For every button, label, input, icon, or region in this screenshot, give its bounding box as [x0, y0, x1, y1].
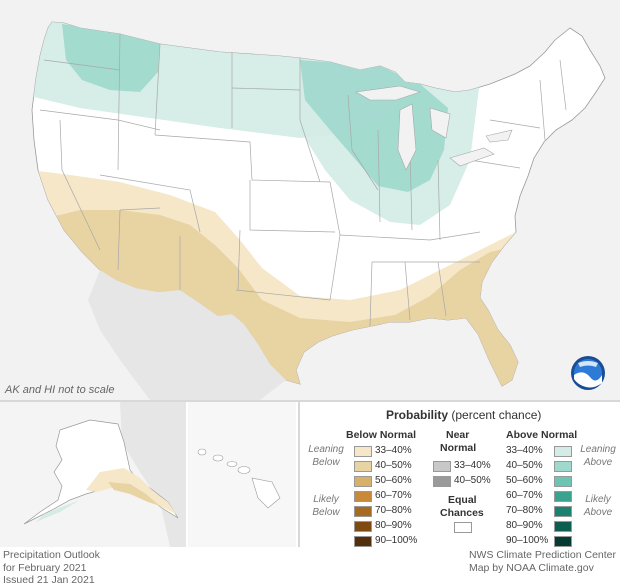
above-label-0: 33–40% — [506, 445, 543, 456]
above-label-1: 40–50% — [506, 460, 543, 471]
legend-title: Probability (percent chance) — [386, 408, 541, 422]
likely-below-1: Likely — [313, 494, 339, 505]
conus-map-svg — [31, 21, 606, 400]
map-divider — [0, 400, 620, 402]
below-label-2: 50–60% — [375, 475, 412, 486]
above-swatch-1 — [554, 461, 572, 472]
footer-title: Precipitation Outlook — [3, 549, 100, 561]
above-label-6: 90–100% — [506, 535, 549, 546]
hawaii-islands — [197, 448, 281, 509]
noaa-logo — [571, 356, 605, 390]
below-label-0: 33–40% — [375, 445, 412, 456]
equal-chances-swatch — [454, 522, 472, 533]
below-swatch-0 — [354, 446, 372, 457]
above-swatch-4 — [554, 506, 572, 517]
footer-issued: Issued 21 Jan 2021 — [3, 574, 95, 586]
below-normal-header: Below Normal — [346, 429, 417, 441]
legend-title-bold: Probability — [386, 408, 449, 422]
above-swatch-3 — [554, 491, 572, 502]
below-label-6: 90–100% — [375, 535, 418, 546]
leaning-below-2: Below — [312, 457, 340, 468]
below-swatch-2 — [354, 476, 372, 487]
hawaii-svg — [197, 448, 281, 509]
hawaii-inset — [188, 402, 296, 547]
footer-period: for February 2021 — [3, 561, 87, 574]
likely-above-1: Likely — [585, 494, 611, 505]
below-label-3: 60–70% — [375, 490, 412, 501]
near-swatch-1 — [433, 476, 451, 487]
footer-source: NWS Climate Prediction Center — [468, 549, 616, 561]
above-label-2: 50–60% — [506, 475, 543, 486]
likely-above-2: Above — [583, 507, 613, 518]
alaska-inset — [0, 402, 186, 547]
scale-note: AK and HI not to scale — [5, 384, 115, 396]
footer-credit: Map by NOAA Climate.gov — [468, 561, 594, 574]
mexico-land — [88, 270, 286, 400]
leaning-above-1: Leaning — [580, 444, 616, 455]
great-lakes — [355, 85, 513, 171]
near-label-1: 40–50% — [454, 475, 491, 486]
above-label-5: 80–90% — [506, 520, 543, 531]
above-swatch-0 — [554, 446, 572, 457]
below-swatch-5 — [354, 521, 372, 532]
near-label-0: 33–40% — [454, 460, 491, 471]
below-label-5: 80–90% — [375, 520, 412, 531]
conus-map — [0, 0, 620, 400]
likely-below-2: Below — [312, 507, 340, 518]
legend-title-rest: (percent chance) — [448, 408, 542, 422]
below-swatch-4 — [354, 506, 372, 517]
alaska-svg — [23, 402, 186, 547]
equal-chances-2: Chances — [440, 507, 484, 519]
leaning-above-2: Above — [583, 457, 613, 468]
below-label-1: 40–50% — [375, 460, 412, 471]
footer-left: Precipitation Outlook for February 2021 … — [3, 549, 100, 587]
above-swatch-6 — [554, 536, 572, 547]
above-swatch-5 — [554, 521, 572, 532]
below-swatch-1 — [354, 461, 372, 472]
above-label-3: 60–70% — [506, 490, 543, 501]
state-borders — [39, 33, 567, 327]
above-normal-header: Above Normal — [506, 429, 578, 441]
leaning-below-1: Leaning — [308, 444, 344, 455]
below-swatch-6 — [354, 536, 372, 547]
footer-right: NWS Climate Prediction Center Map by NOA… — [469, 549, 616, 574]
equal-chances-1: Equal — [448, 494, 477, 506]
above-swatch-2 — [554, 476, 572, 487]
near-normal-header-2: Normal — [440, 442, 477, 454]
near-normal-header-1: Near — [446, 429, 470, 441]
alaska-above-33-40 — [36, 500, 80, 522]
near-swatch-0 — [433, 461, 451, 472]
below-swatch-3 — [354, 491, 372, 502]
legend-panel: Probability (percent chance) Below Norma… — [298, 402, 620, 547]
above-label-4: 70–80% — [506, 505, 543, 516]
alaska-below-40-50 — [108, 482, 160, 506]
below-label-4: 70–80% — [375, 505, 412, 516]
above-40-50-nw — [62, 24, 160, 92]
